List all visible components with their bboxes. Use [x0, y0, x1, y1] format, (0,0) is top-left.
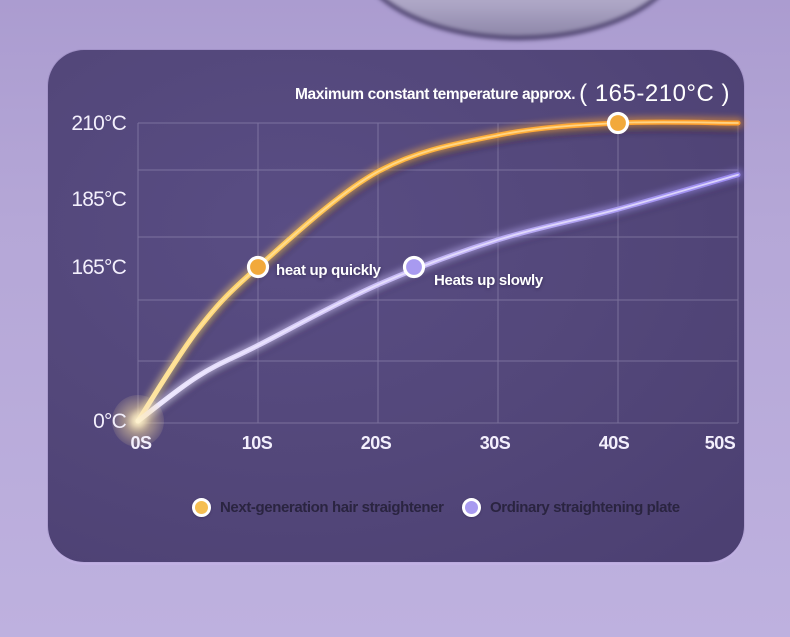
legend-label: Next-generation hair straightener [220, 498, 444, 516]
x-tick-50s: 50S [704, 433, 736, 453]
origin-glow [112, 395, 164, 447]
y-tick-165: 165°C [71, 256, 126, 279]
x-tick-40s: 40S [598, 433, 630, 453]
annotation-heats-up-slowly: Heats up slowly [434, 272, 543, 289]
legend-item-ordinary-plate: Ordinary straightening plate [462, 497, 680, 517]
x-tick-30s: 30S [479, 433, 511, 453]
data-point-markers [246, 111, 630, 279]
chart-title: Maximum constant temperature approx. ( 1… [295, 80, 730, 110]
x-tick-20s: 20S [360, 433, 392, 453]
y-tick-0: 0°C [93, 410, 127, 433]
legend-item-next-generation: Next-generation hair straightener [192, 497, 444, 517]
chart-title-range: ( 165-210°C ) [579, 80, 730, 107]
legend-dot-orange-icon [192, 497, 211, 517]
annotation-heat-up-quickly: heat up quickly [276, 262, 381, 279]
y-tick-185: 185°C [71, 188, 126, 211]
y-tick-210: 210°C [71, 112, 126, 135]
chart-card [48, 50, 744, 562]
legend-label: Ordinary straightening plate [490, 498, 680, 516]
x-tick-0s: 0S [130, 433, 152, 453]
chart-title-text: Maximum constant temperature approx. [295, 86, 576, 103]
x-tick-10s: 10S [241, 433, 273, 453]
legend-dot-purple-icon [462, 497, 481, 517]
